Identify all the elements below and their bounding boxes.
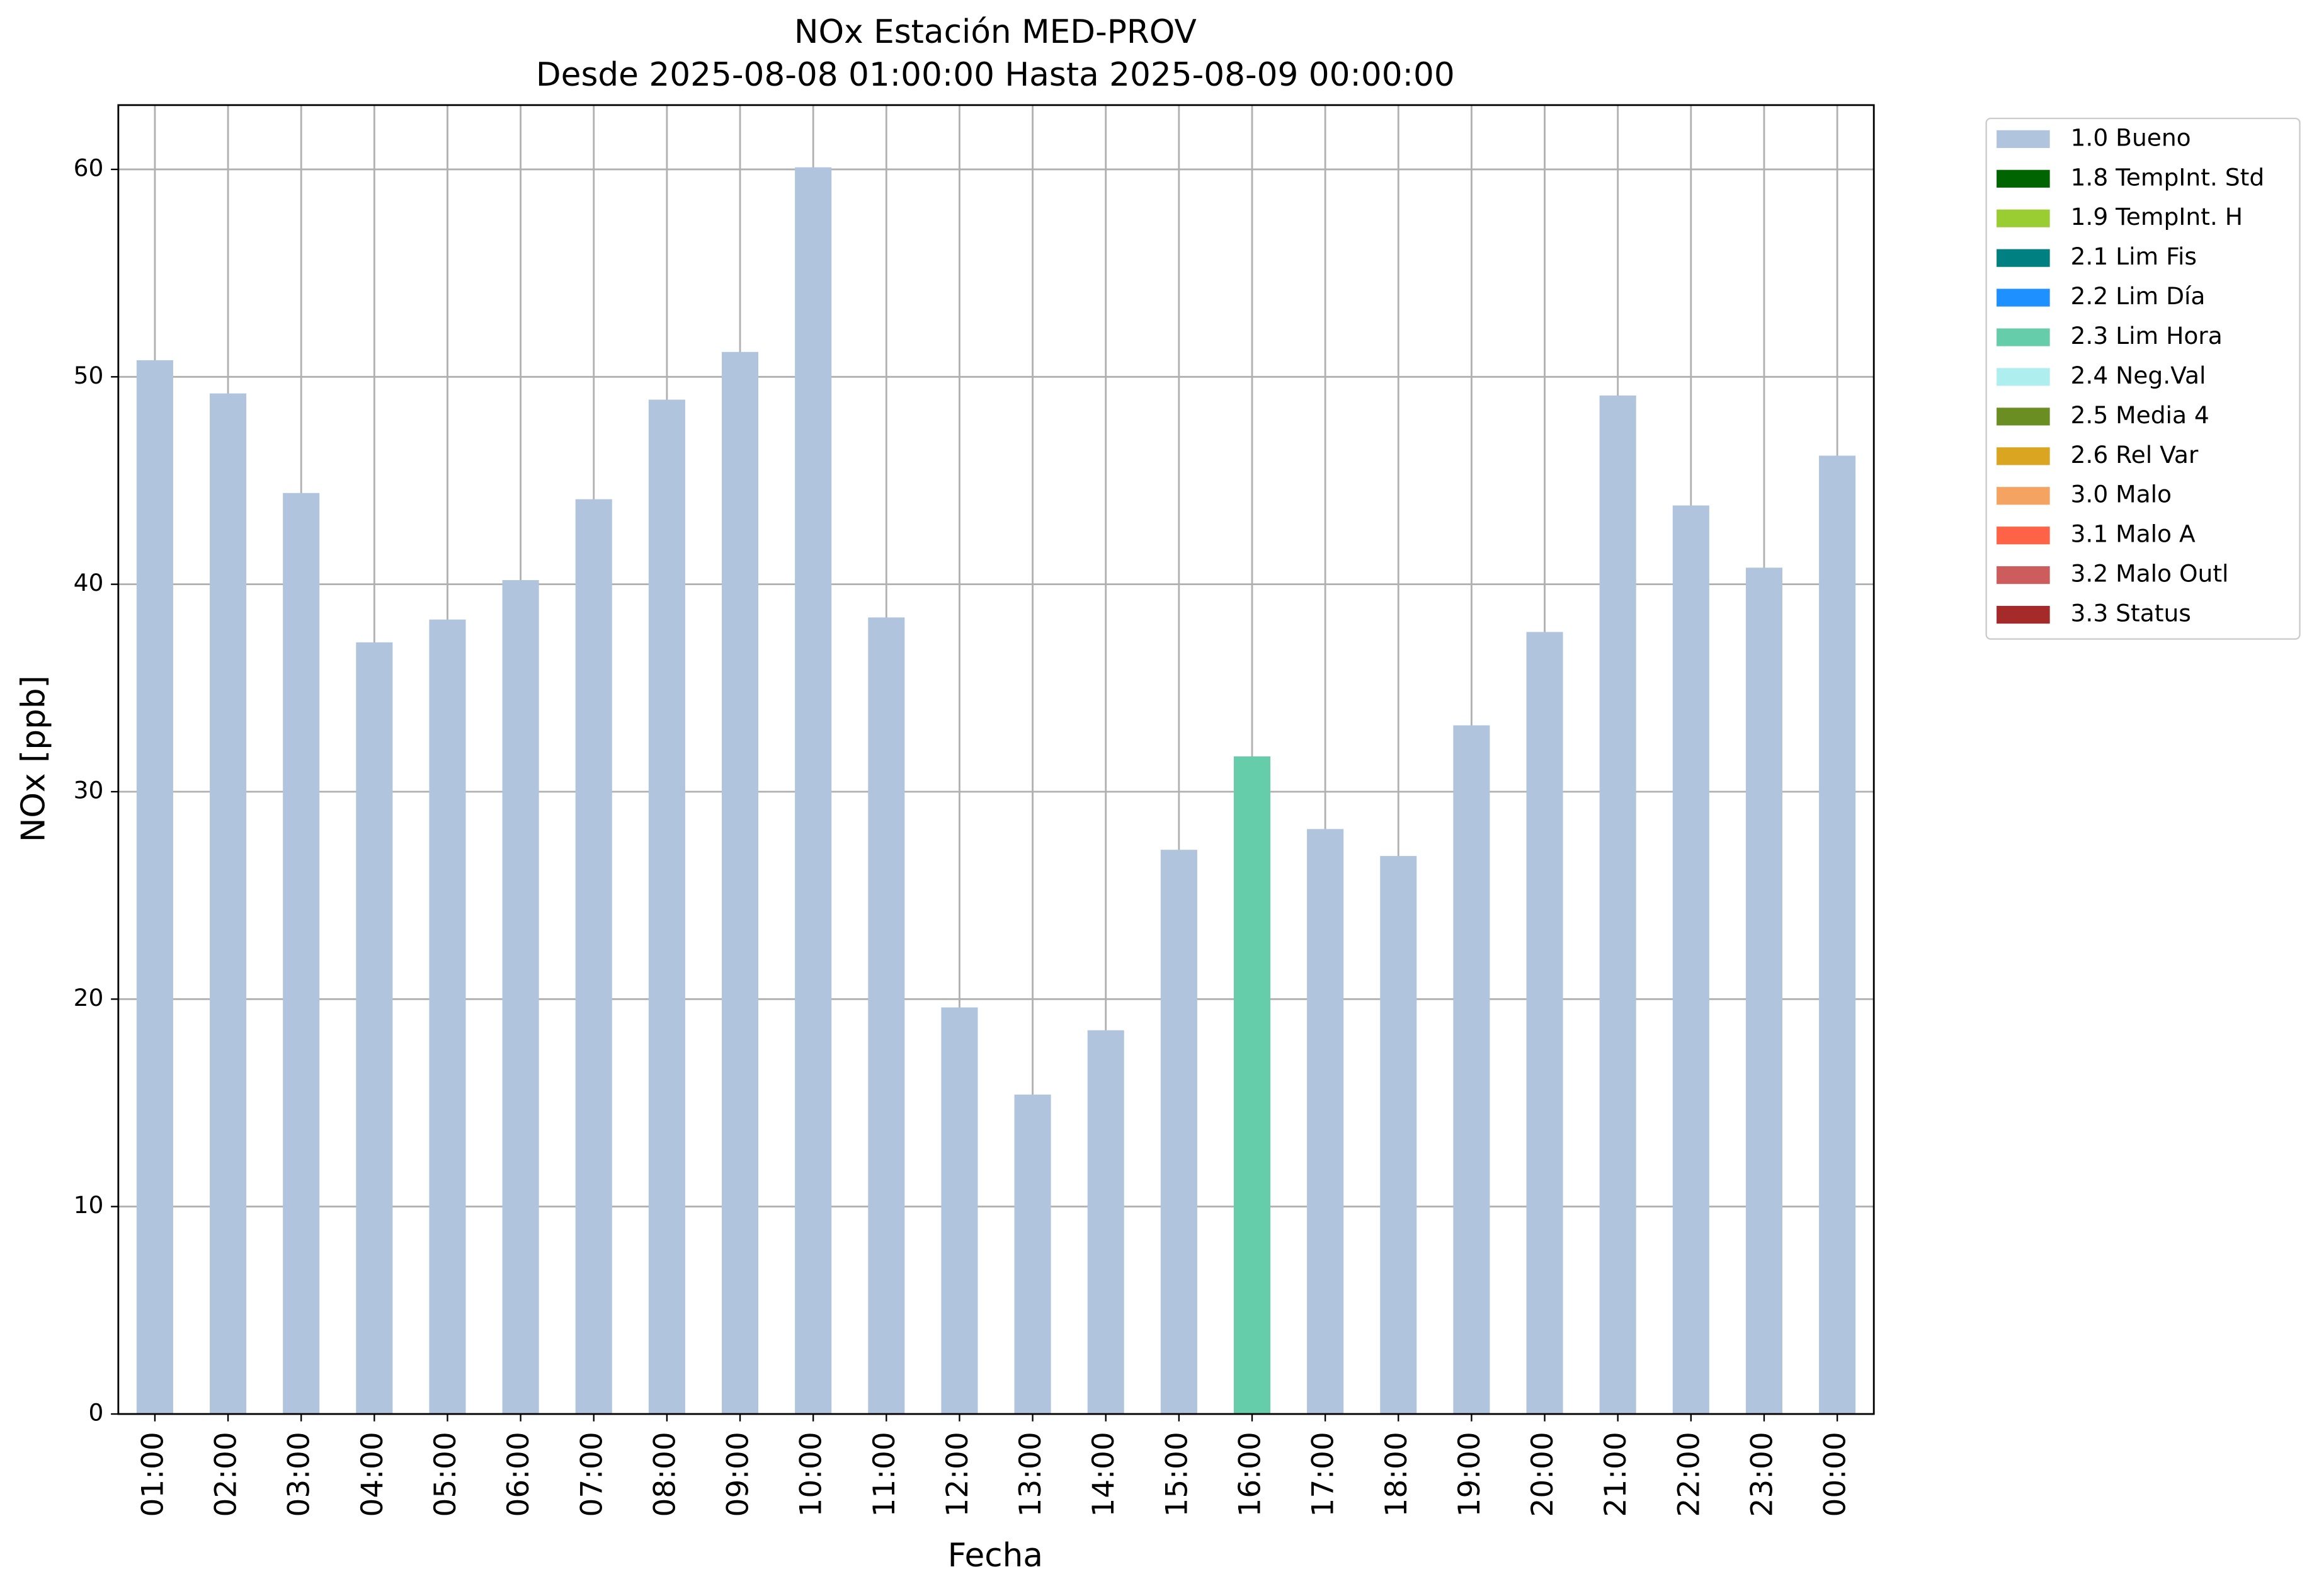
y-tick-label: 40 (74, 569, 104, 596)
bar (1233, 756, 1271, 1415)
legend-label: 3.2 Malo Outl (2071, 560, 2229, 588)
x-tick-label: 23:00 (1745, 1432, 1779, 1517)
x-tick-label: 18:00 (1379, 1432, 1414, 1517)
y-tick-label: 10 (74, 1191, 104, 1219)
y-tick-label: 60 (74, 154, 104, 181)
bar (283, 493, 320, 1415)
legend-swatch (1997, 487, 2050, 505)
x-tick-label: 17:00 (1306, 1432, 1341, 1517)
legend-swatch (1997, 130, 2050, 148)
x-tick-label: 22:00 (1672, 1432, 1706, 1517)
legend-label: 3.0 Malo (2071, 481, 2172, 508)
legend-label: 2.3 Lim Hora (2071, 322, 2223, 350)
x-tick-label: 04:00 (355, 1432, 390, 1517)
legend-swatch (1997, 566, 2050, 584)
bar (1307, 829, 1344, 1415)
y-tick-label: 30 (74, 776, 104, 804)
x-tick-label: 07:00 (574, 1432, 609, 1517)
legend-label: 2.6 Rel Var (2071, 441, 2199, 469)
legend-label: 2.1 Lim Fis (2071, 242, 2197, 270)
bar (210, 393, 247, 1415)
legend-swatch (1997, 169, 2050, 188)
x-axis-label: Fecha (948, 1537, 1043, 1575)
legend-label: 1.0 Bueno (2071, 123, 2191, 151)
bar (502, 580, 539, 1415)
x-tick-label: 14:00 (1086, 1432, 1121, 1517)
x-tick-label: 02:00 (209, 1432, 244, 1517)
legend-label: 3.1 Malo A (2071, 520, 2196, 548)
bar (941, 1007, 978, 1415)
legend-swatch (1997, 408, 2050, 426)
bar (1819, 455, 1856, 1415)
x-tick-label: 15:00 (1160, 1432, 1194, 1517)
x-tick-label: 00:00 (1818, 1432, 1853, 1517)
legend-swatch (1997, 447, 2050, 465)
ticks: 0 10 20 30 40 50 60 01:00 02:00 03:00 04:00 05:00 06… (74, 154, 1853, 1517)
bars (136, 167, 1856, 1415)
chart-subtitle: Desde 2025-08-08 01:00:00 Hasta 2025-08-… (536, 56, 1455, 94)
bar (1599, 395, 1636, 1415)
x-tick-label: 16:00 (1233, 1432, 1268, 1517)
bar (868, 617, 905, 1415)
bar (575, 499, 612, 1415)
x-tick-label: 12:00 (940, 1432, 975, 1517)
bar (1380, 856, 1417, 1415)
legend-label: 1.9 TempInt. H (2071, 203, 2243, 231)
legend-label: 2.5 Media 4 (2071, 401, 2209, 429)
x-tick-label: 13:00 (1013, 1432, 1048, 1517)
x-tick-label: 21:00 (1598, 1432, 1633, 1517)
bar (795, 167, 832, 1415)
legend-swatch (1997, 605, 2050, 624)
bar (429, 619, 466, 1415)
legend-label: 2.4 Neg.Val (2071, 362, 2206, 389)
bar (1745, 567, 1783, 1415)
legend-swatch (1997, 209, 2050, 227)
legend-label: 1.8 TempInt. Std (2071, 163, 2265, 191)
bar (1160, 850, 1197, 1415)
legend-swatch (1997, 288, 2050, 307)
legend-swatch (1997, 328, 2050, 346)
x-tick-label: 06:00 (501, 1432, 536, 1517)
bar (1453, 725, 1490, 1415)
legend-label: 3.3 Status (2071, 600, 2191, 627)
legend-swatch (1997, 527, 2050, 545)
y-axis-label: NOx [ppb] (14, 675, 52, 842)
x-tick-label: 19:00 (1452, 1432, 1487, 1517)
x-tick-label: 11:00 (867, 1432, 902, 1517)
bar (1672, 505, 1709, 1415)
x-tick-label: 20:00 (1525, 1432, 1560, 1517)
x-tick-label: 10:00 (794, 1432, 829, 1517)
x-tick-label: 08:00 (647, 1432, 682, 1517)
bar (356, 642, 393, 1415)
y-tick-label: 50 (74, 362, 104, 389)
plot-frame (117, 104, 1875, 1415)
legend-swatch (1997, 249, 2050, 267)
bar (1087, 1030, 1124, 1415)
bar (648, 399, 685, 1415)
legend-label: 2.2 Lim Día (2071, 282, 2206, 310)
y-tick-label: 0 (88, 1399, 103, 1427)
bar (1014, 1094, 1051, 1415)
x-tick-label: 01:00 (135, 1432, 170, 1517)
legend-items: 1.0 Bueno 1.8 TempInt. Std 1.9 TempInt. H 2… (1997, 123, 2264, 627)
x-tick-label: 03:00 (282, 1432, 317, 1517)
legend (1985, 117, 2301, 640)
x-tick-label: 09:00 (721, 1432, 756, 1517)
bar (1526, 632, 1563, 1415)
bar (136, 360, 173, 1415)
bar (722, 351, 759, 1415)
chart-title: NOx Estación MED-PROV (794, 13, 1197, 51)
legend-swatch (1997, 368, 2050, 386)
y-tick-label: 20 (74, 984, 104, 1012)
x-tick-label: 05:00 (428, 1432, 463, 1517)
